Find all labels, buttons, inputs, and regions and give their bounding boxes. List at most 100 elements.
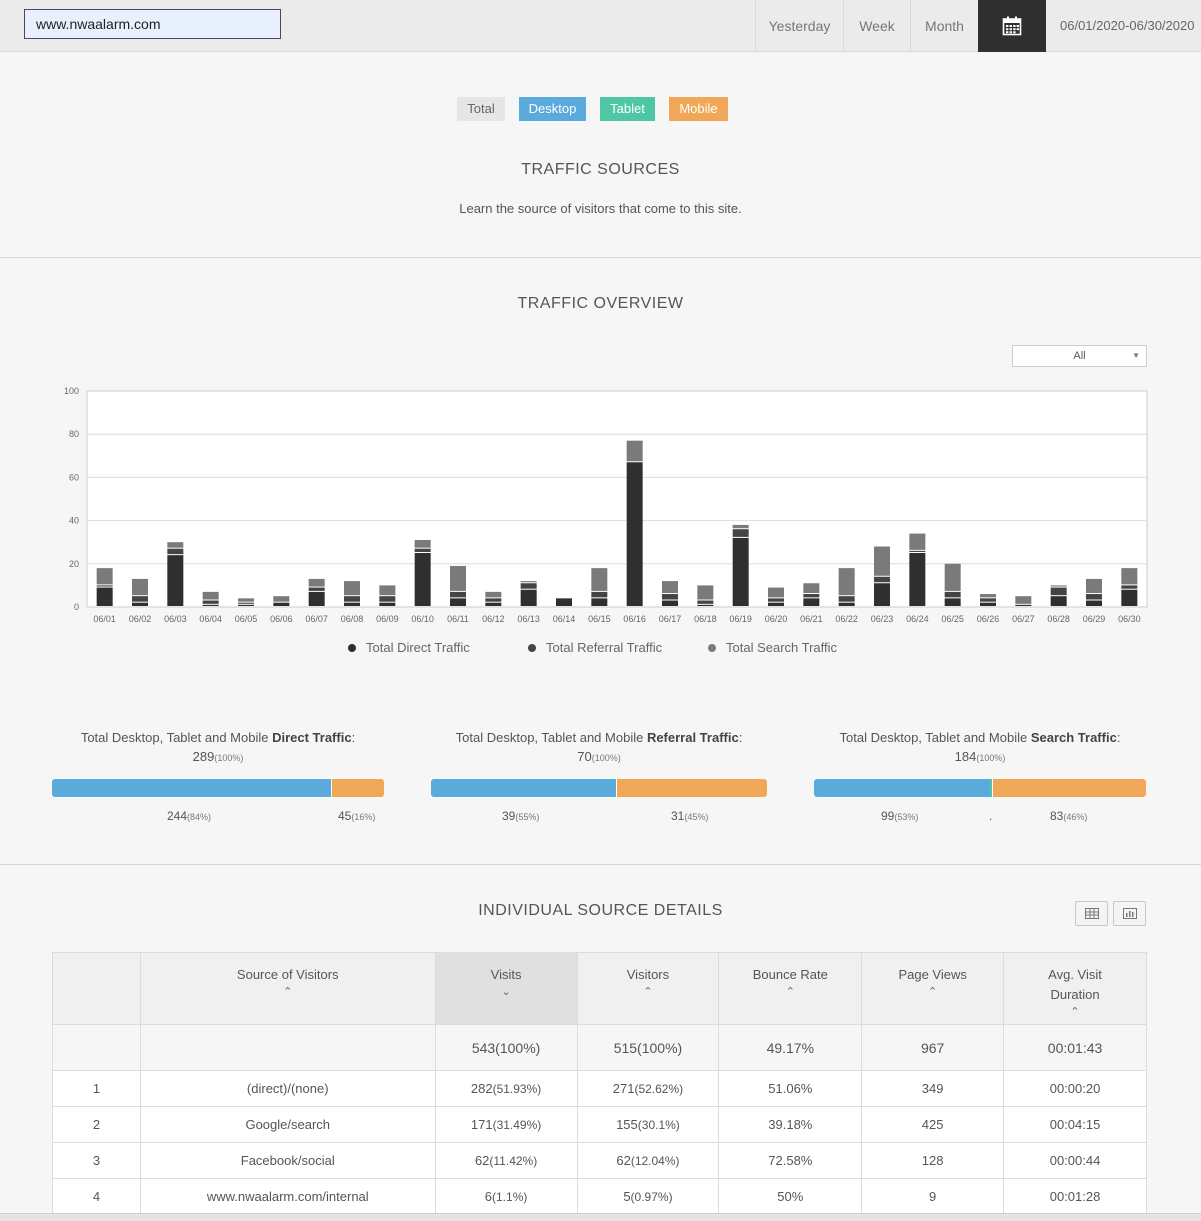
bar-search	[1086, 578, 1102, 594]
bar-search	[944, 563, 961, 591]
legend-search-label: Total Search Traffic	[726, 640, 838, 655]
bar-search	[909, 533, 926, 550]
bar-direct	[202, 604, 219, 606]
bar-search	[344, 581, 360, 596]
y-tick-label: 40	[69, 516, 79, 526]
x-tick-label: 06/04	[199, 614, 222, 624]
date-range-label: 06/01/2020-06/30/2020	[1060, 18, 1195, 33]
yesterday-button[interactable]: Yesterday	[755, 0, 843, 52]
bar-direct	[450, 598, 466, 606]
sort-up-icon[interactable]: ⌃	[785, 986, 795, 998]
table-row[interactable]: 1 (direct)/(none) 282(51.93%) 271(52.62%…	[52, 1070, 1147, 1107]
bar-referral	[1050, 587, 1067, 596]
bar-search	[379, 585, 396, 596]
legend-direct[interactable]: Total Direct Traffic	[348, 640, 470, 655]
search-tablet-value: .	[989, 809, 993, 823]
sort-down-icon[interactable]: ⌄	[501, 986, 511, 998]
total-bounce-rate: 49.17%	[718, 1024, 863, 1071]
column-header-visitors[interactable]: Visitors ⌃	[576, 952, 720, 1025]
row-visitors: 271(52.62%)	[576, 1070, 720, 1107]
tablet-segment	[989, 779, 992, 797]
traffic-overview-chart: 0 20 40 60 80 100 06/01 06/02 06/03 06/04 06/05 06/…	[64, 386, 1148, 624]
column-header-avg-duration[interactable]: Avg. Visit Duration ⌃	[1003, 952, 1147, 1025]
table-row[interactable]: 2 Google/search 171(31.49%) 155(30.1%) 3…	[52, 1106, 1147, 1143]
bar-direct	[132, 602, 148, 606]
legend-referral-label: Total Referral Traffic	[546, 640, 663, 655]
site-url-field[interactable]: www.nwaalarm.com	[24, 9, 281, 39]
legend-search-marker	[708, 643, 716, 652]
bar-referral	[732, 529, 749, 537]
x-tick-label: 06/22	[835, 614, 858, 624]
x-tick-label: 06/11	[447, 614, 469, 624]
sort-up-icon[interactable]: ⌃	[283, 986, 293, 998]
month-button[interactable]: Month	[910, 0, 978, 52]
x-tick-label: 06/09	[376, 614, 399, 624]
row-visits: 62(11.42%)	[434, 1142, 578, 1179]
column-header-visits[interactable]: Visits ⌄	[434, 952, 578, 1025]
chart-view-button[interactable]	[1113, 901, 1146, 926]
tab-total[interactable]: Total	[457, 97, 505, 121]
bar-direct	[1086, 600, 1102, 606]
top-bar: www.nwaalarm.com Yesterday Week Month 06…	[0, 0, 1201, 52]
total-visits: 543(100%)	[434, 1024, 578, 1071]
bar-direct	[1015, 604, 1032, 606]
bar-search	[768, 587, 784, 598]
column-header-bounce-rate[interactable]: Bounce Rate ⌃	[718, 952, 863, 1025]
bar-referral	[167, 548, 184, 555]
bar-search	[520, 581, 537, 583]
bar-referral	[662, 594, 678, 600]
bar-referral	[132, 596, 148, 602]
bar-search	[414, 540, 431, 548]
tab-tablet[interactable]: Tablet	[600, 97, 655, 121]
bar-referral	[944, 591, 961, 598]
week-button[interactable]: Week	[843, 0, 910, 52]
legend-referral-marker	[528, 643, 536, 652]
table-row[interactable]: 3 Facebook/social 62(11.42%) 62(12.04%) …	[52, 1142, 1147, 1179]
sort-up-icon[interactable]: ⌃	[643, 986, 653, 998]
y-tick-label: 0	[74, 602, 79, 612]
desktop-segment	[52, 779, 331, 797]
bar-search	[980, 594, 996, 598]
total-visitors: 515(100%)	[576, 1024, 720, 1071]
bar-direct	[874, 583, 890, 606]
bar-direct	[96, 587, 113, 606]
legend-search[interactable]: Total Search Traffic	[708, 640, 837, 655]
row-visits: 6(1.1%)	[434, 1178, 578, 1215]
bar-direct	[591, 598, 608, 606]
tab-mobile[interactable]: Mobile	[669, 97, 728, 121]
total-page-views: 967	[861, 1024, 1005, 1071]
bar-direct	[1050, 596, 1067, 606]
traffic-filter-value: All	[1073, 350, 1086, 362]
bar-search	[591, 568, 608, 591]
tab-desktop[interactable]: Desktop	[519, 97, 586, 121]
plot-area	[86, 390, 1148, 608]
legend-referral[interactable]: Total Referral Traffic	[528, 640, 662, 655]
bar-referral	[591, 591, 608, 598]
bar-referral	[202, 600, 219, 604]
table-row[interactable]: 4 www.nwaalarm.com/internal 6(1.1%) 5(0.…	[52, 1178, 1147, 1215]
bar-search	[662, 581, 678, 594]
x-tick-label: 06/15	[588, 614, 611, 624]
row-avg-duration: 00:00:44	[1003, 1142, 1147, 1179]
traffic-filter-select[interactable]: All ▼	[1012, 345, 1147, 367]
x-tick-label: 06/08	[341, 614, 364, 624]
bar-direct	[768, 602, 784, 606]
row-rank: 1	[52, 1070, 141, 1107]
sort-up-icon[interactable]: ⌃	[928, 986, 938, 998]
bar-direct	[414, 553, 431, 606]
row-visitors: 155(30.1%)	[576, 1106, 720, 1143]
x-tick-label: 06/01	[93, 614, 116, 624]
column-header-page-views[interactable]: Page Views ⌃	[861, 952, 1005, 1025]
bar-referral	[238, 602, 254, 604]
bar-direct	[167, 555, 184, 606]
bar-chart-icon	[1122, 908, 1137, 919]
sort-up-icon[interactable]: ⌃	[1070, 1006, 1080, 1018]
calendar-button[interactable]	[978, 0, 1046, 52]
column-header-source[interactable]: Source of Visitors ⌃	[139, 952, 436, 1025]
bar-search	[732, 524, 749, 529]
column-header-rank	[52, 952, 141, 1025]
y-tick-label: 80	[69, 429, 79, 439]
table-view-button[interactable]	[1075, 901, 1108, 926]
row-source: Facebook/social	[139, 1142, 436, 1179]
bar-direct	[520, 589, 537, 606]
